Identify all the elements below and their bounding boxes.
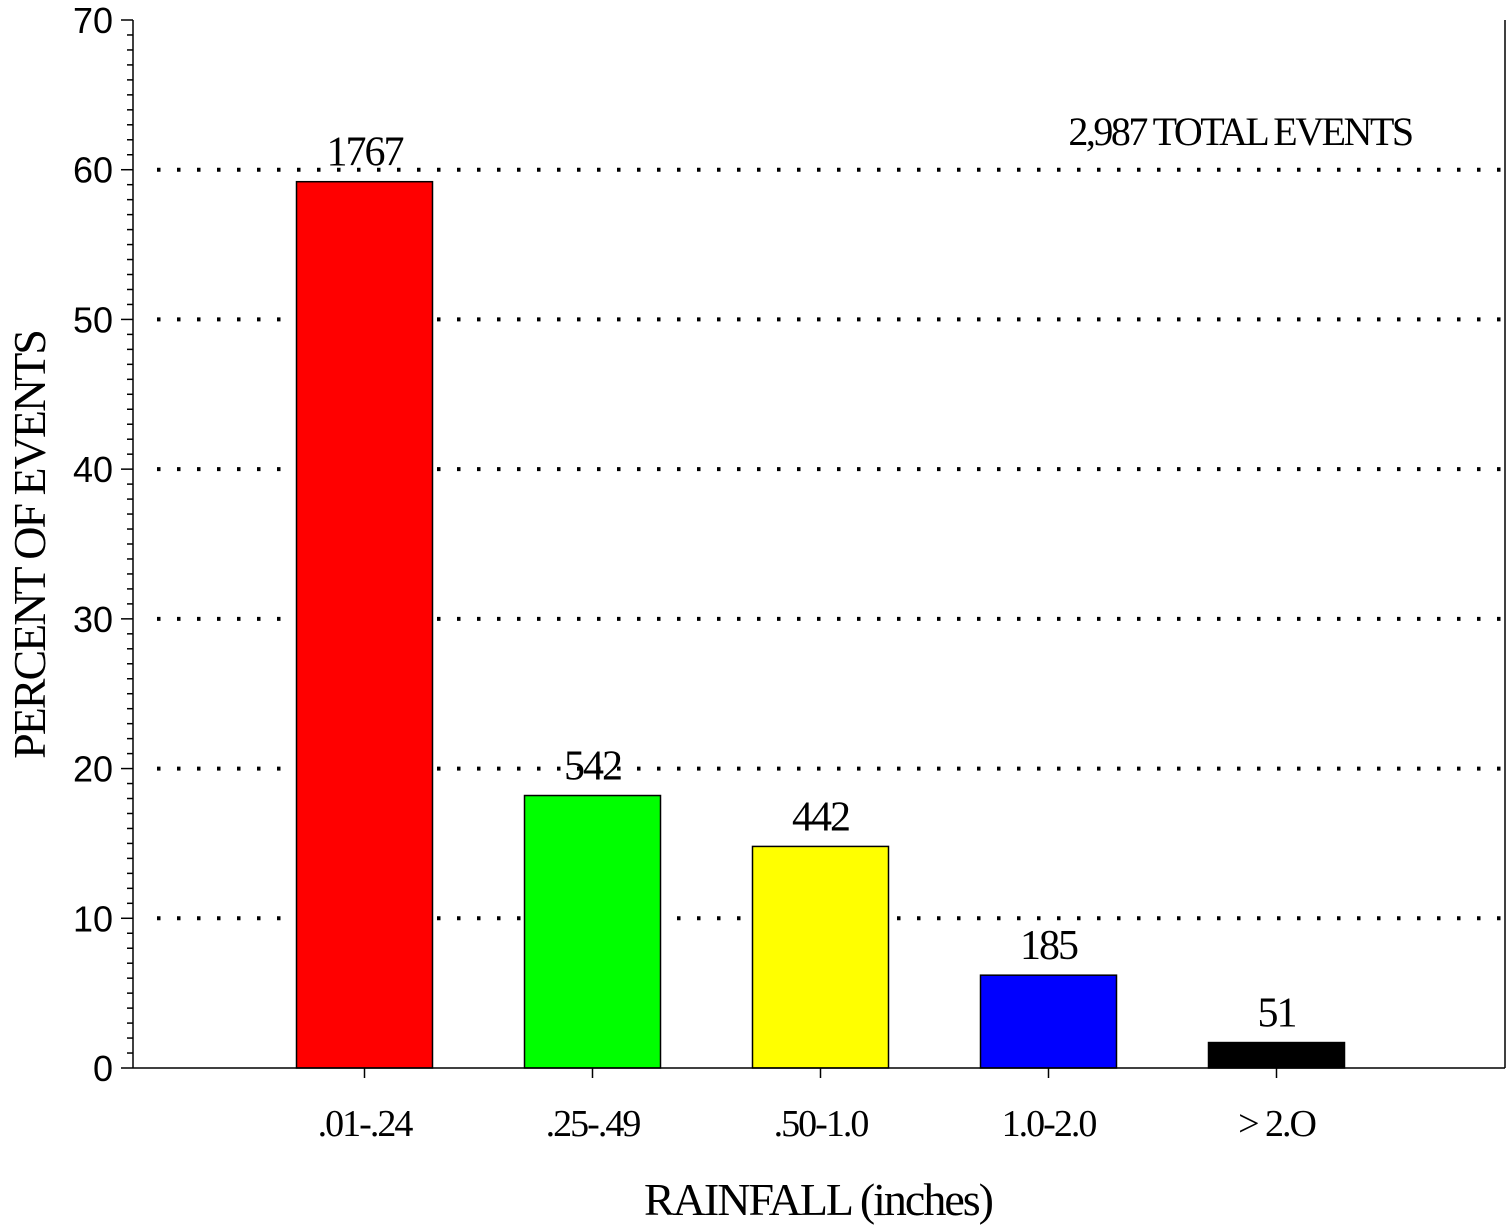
bars xyxy=(295,180,1346,1069)
bar-value-label: 185 xyxy=(1020,923,1078,969)
bar-4 xyxy=(979,974,1118,1069)
bar-value-label: 51 xyxy=(1258,991,1296,1037)
x-ticks: .01-.24 .25-.49 .50-1.0 1.0-2.0 > 2.O xyxy=(318,1068,1317,1145)
bar-1 xyxy=(295,180,434,1069)
y-tick-label: 20 xyxy=(73,749,113,790)
x-tick-label: .25-.49 xyxy=(546,1103,641,1145)
bar-value-label: 442 xyxy=(792,794,849,840)
x-tick-label: .01-.24 xyxy=(318,1103,414,1145)
bar-3 xyxy=(751,845,890,1069)
x-tick-label: .50-1.0 xyxy=(774,1103,869,1145)
y-tick-label: 40 xyxy=(73,449,113,490)
y-tick-label: 10 xyxy=(73,898,113,939)
x-tick-label: 1.0-2.0 xyxy=(1002,1103,1097,1145)
bar-value-label: 542 xyxy=(564,744,621,790)
y-tick-label: 0 xyxy=(93,1048,113,1089)
bar-2 xyxy=(523,794,662,1069)
x-axis-title: RAINFALL (inches) xyxy=(644,1174,993,1225)
gridlines xyxy=(157,167,1505,921)
y-tick-label: 50 xyxy=(73,299,113,340)
total-events-annotation: 2,987 TOTAL EVENTS xyxy=(1068,109,1412,154)
y-tick-label: 30 xyxy=(73,599,113,640)
y-ticks: 0 10 20 30 40 50 60 70 xyxy=(73,0,133,1089)
bar-5 xyxy=(1207,1041,1346,1069)
y-axis-title: PERCENT OF EVENTS xyxy=(4,331,55,759)
y-tick-label: 60 xyxy=(73,150,113,191)
bar-value-labels: 1767 542 442 185 51 xyxy=(327,130,1298,1037)
y-tick-label: 70 xyxy=(73,0,113,41)
bar-value-label: 1767 xyxy=(327,130,404,176)
x-tick-label: > 2.O xyxy=(1238,1103,1315,1145)
